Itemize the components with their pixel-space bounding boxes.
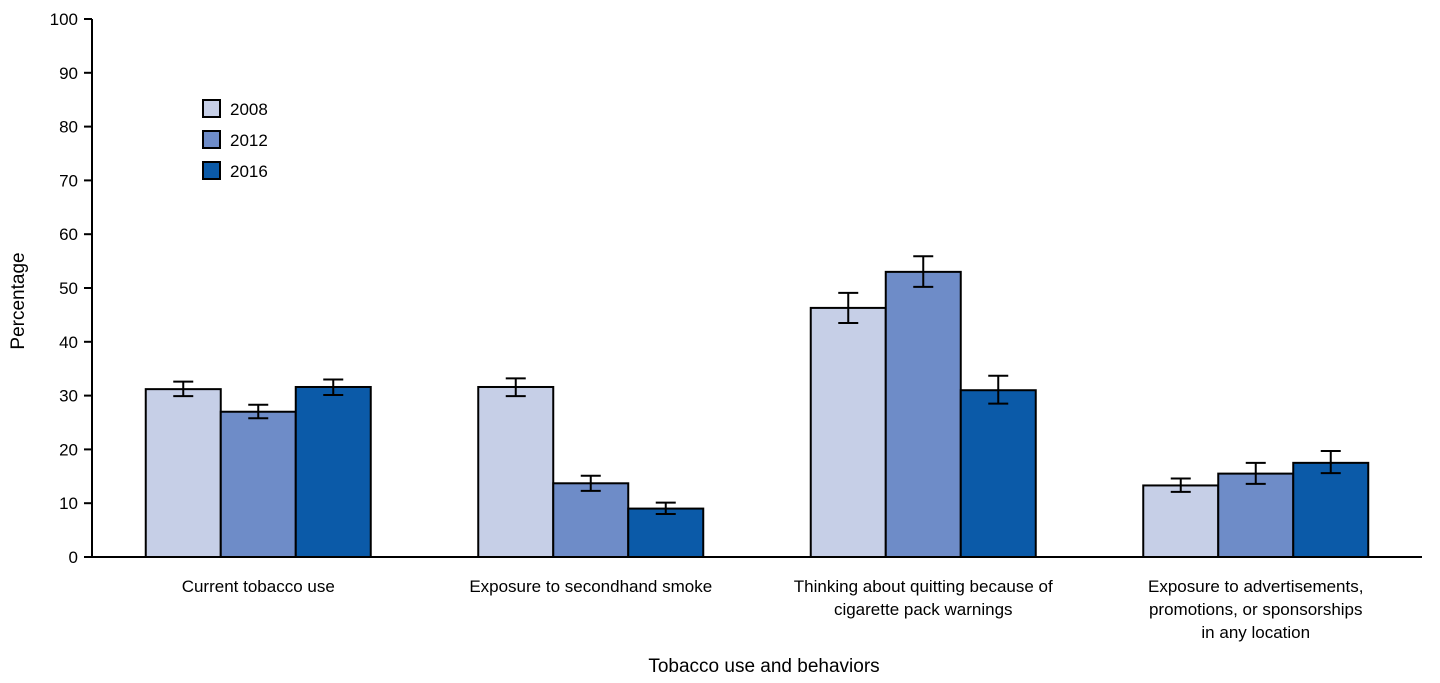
error-bars — [173, 255, 1341, 515]
bar-2008 — [144, 388, 222, 559]
bar-2012 — [1217, 472, 1295, 558]
legend-label: 2012 — [230, 131, 268, 150]
x-category-label: in any location — [1201, 623, 1310, 642]
legend-label: 2008 — [230, 100, 268, 119]
y-tick-label: 50 — [59, 279, 78, 298]
y-tick-label: 90 — [59, 64, 78, 83]
y-tick-label: 80 — [59, 118, 78, 137]
y-tick-label: 30 — [59, 387, 78, 406]
legend-swatch-2012 — [202, 130, 221, 149]
y-tick-label: 100 — [50, 10, 78, 29]
x-axis-title: Tobacco use and behaviors — [648, 656, 879, 677]
x-category-label: Current tobacco use — [182, 577, 335, 596]
bar-2016 — [959, 389, 1037, 558]
y-tick-label: 60 — [59, 225, 78, 244]
bar-2008 — [809, 306, 887, 558]
y-tick-label: 0 — [69, 548, 78, 567]
bar-2016 — [294, 385, 372, 558]
bar-2012 — [552, 482, 630, 559]
axes: 0 10 20 30 40 50 60 70 80 90 100 Current tobacco us… — [50, 10, 1422, 642]
y-tick-label: 40 — [59, 333, 78, 352]
legend-label: 2016 — [230, 162, 268, 181]
bars — [144, 270, 1370, 559]
x-category-label: promotions, or sponsorships — [1149, 600, 1363, 619]
x-category-label: Exposure to secondhand smoke — [469, 577, 712, 596]
bar-2016 — [1292, 461, 1370, 559]
y-tick-label: 70 — [59, 171, 78, 190]
bar-2012 — [884, 270, 962, 558]
legend: 2008 2012 2016 — [202, 99, 268, 181]
bar-2012 — [219, 410, 297, 558]
bar-2016 — [627, 507, 705, 558]
y-tick-label: 20 — [59, 440, 78, 459]
x-category-label: cigarette pack warnings — [834, 600, 1013, 619]
legend-swatch-2016 — [202, 161, 221, 180]
y-tick-label: 10 — [59, 494, 78, 513]
x-category-label: Thinking about quitting because of — [794, 577, 1053, 596]
bar-2008 — [1142, 484, 1220, 559]
x-category-label: Exposure to advertisements, — [1148, 577, 1363, 596]
legend-swatch-2008 — [202, 99, 221, 118]
bar-2008 — [477, 385, 555, 558]
y-axis-title: Percentage — [8, 252, 29, 349]
